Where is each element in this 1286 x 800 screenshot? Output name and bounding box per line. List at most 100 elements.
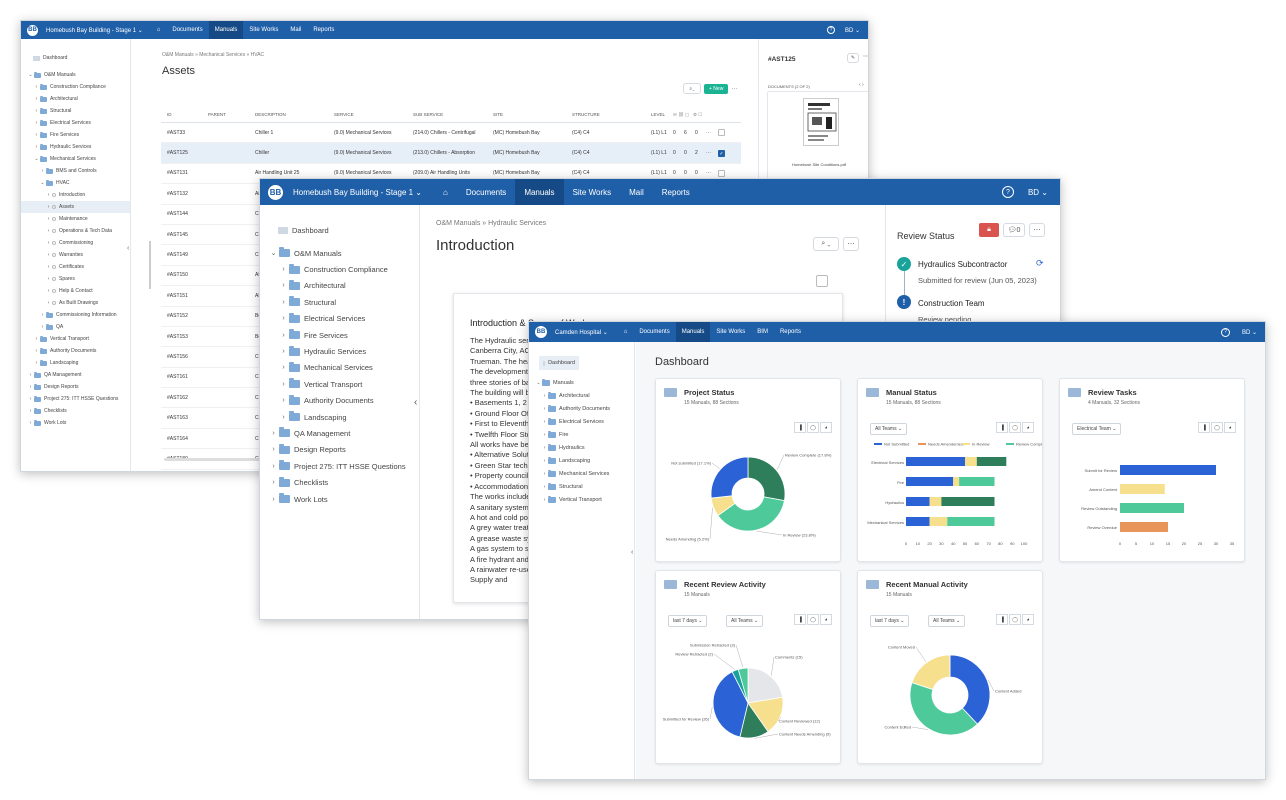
sidebar-item[interactable]: ⌄ O&M Manuals	[21, 69, 130, 81]
chevron-right-icon[interactable]: ›	[282, 364, 285, 372]
chevron-right-icon[interactable]: ›	[29, 372, 32, 378]
donut-chart-icon[interactable]: ◯	[1009, 614, 1021, 625]
search-button[interactable]: ⌕⌄	[683, 83, 701, 94]
sidebar-item[interactable]: › Warranties	[21, 249, 130, 261]
nav-manuals[interactable]: Manuals	[515, 179, 564, 205]
user-menu[interactable]: BD ⌄	[1027, 187, 1048, 197]
sidebar-item[interactable]: › Work Lots	[21, 417, 130, 429]
sidebar-item[interactable]: › Work Lots	[260, 491, 419, 507]
comments-button[interactable]: 💬︎ 0	[1003, 223, 1025, 237]
user-menu[interactable]: BD ⌄	[1241, 329, 1257, 336]
sidebar-item[interactable]: › QA Management	[260, 425, 419, 441]
bar-chart-icon[interactable]: ▐	[794, 422, 806, 433]
chevron-down-icon[interactable]: ⌄	[34, 156, 39, 162]
sidebar-dashboard[interactable]: Dashboard	[539, 356, 579, 370]
chevron-right-icon[interactable]: ›	[47, 252, 50, 258]
sidebar-item[interactable]: › Checklists	[21, 405, 130, 417]
chevron-right-icon[interactable]: ›	[543, 431, 546, 438]
sidebar-item[interactable]: › Mechanical Services	[260, 360, 419, 376]
sidebar-item[interactable]: › Landscaping	[260, 409, 419, 425]
row-checkbox[interactable]	[718, 169, 725, 177]
chevron-right-icon[interactable]: ›	[543, 444, 546, 451]
row-checkbox[interactable]: ✓	[718, 149, 725, 157]
nav-reports[interactable]: Reports	[661, 187, 690, 197]
sidebar-scrollbar[interactable]	[149, 241, 151, 289]
sidebar-item[interactable]: › As Built Drawings	[21, 297, 130, 309]
sidebar-dashboard[interactable]: Dashboard	[21, 51, 130, 65]
pie-chart-icon[interactable]: ◕	[1224, 422, 1236, 433]
chevron-right-icon[interactable]: ›	[272, 446, 275, 454]
sidebar-item[interactable]: › Spares	[21, 273, 130, 285]
col-description[interactable]: DESCRIPTION	[255, 112, 286, 117]
chevron-right-icon[interactable]: ›	[47, 276, 50, 282]
chevron-right-icon[interactable]: ›	[282, 397, 285, 405]
chevron-right-icon[interactable]: ›	[47, 264, 50, 270]
sidebar-item[interactable]: › Architectural	[529, 389, 634, 402]
nav-reports[interactable]: Reports	[313, 27, 335, 33]
chevron-right-icon[interactable]: ›	[282, 380, 285, 388]
chevron-right-icon[interactable]: ›	[543, 496, 546, 503]
bar-chart-icon[interactable]: ▐	[996, 614, 1008, 625]
row-more-icon[interactable]: ⋯	[706, 150, 711, 157]
chevron-right-icon[interactable]: ›	[282, 266, 285, 274]
chevron-right-icon[interactable]: ›	[47, 204, 50, 210]
chevron-right-icon[interactable]: ›	[35, 348, 38, 354]
search-button[interactable]: ⌕ ⌄	[813, 237, 839, 251]
nav-mail[interactable]: Mail	[629, 187, 644, 197]
sidebar-item[interactable]: › Project 275: ITT HSSE Questions	[260, 458, 419, 474]
row-checkbox[interactable]	[718, 129, 725, 137]
home-icon[interactable]: ⌂	[623, 329, 628, 335]
pie-chart-icon[interactable]: ◕	[820, 422, 832, 433]
sidebar-item[interactable]: › BMS and Controls	[21, 165, 130, 177]
bar-chart-icon[interactable]: ▐	[1198, 422, 1210, 433]
sidebar-item[interactable]: › Electrical Services	[21, 117, 130, 129]
sidebar-item[interactable]: ⌄ HVAC	[21, 177, 130, 189]
sidebar-item[interactable]: › Help & Contact	[21, 285, 130, 297]
row-more-icon[interactable]: ⋯	[706, 170, 711, 177]
edit-icon[interactable]: ✎	[847, 53, 859, 63]
period-filter[interactable]: last 7 days ⌄	[668, 615, 708, 627]
sidebar-item[interactable]: › Commissioning Information	[21, 309, 130, 321]
sidebar-item[interactable]: › Project 275: ITT HSSE Questions	[21, 393, 130, 405]
document-card[interactable]: Homebush Site Conditions.pdf	[767, 91, 868, 179]
nav-bim[interactable]: BIM	[757, 329, 768, 335]
chevron-right-icon[interactable]: ›	[47, 216, 50, 222]
col-structure[interactable]: STRUCTURE	[572, 112, 600, 117]
nav-site-works[interactable]: Site Works	[572, 187, 612, 197]
bar-chart-icon[interactable]: ▐	[794, 614, 806, 625]
sidebar-item[interactable]: › Mechanical Services	[529, 467, 634, 480]
sidebar-item[interactable]: › Fire Services	[260, 327, 419, 343]
sidebar-item[interactable]: › Vertical Transport	[21, 333, 130, 345]
collapse-sidebar-icon[interactable]: ‹	[414, 397, 418, 408]
col-id[interactable]: ID	[167, 112, 172, 117]
sidebar-item[interactable]: › Fire	[529, 428, 634, 441]
sidebar-item[interactable]: ⌄ Manuals	[529, 376, 634, 389]
help-icon[interactable]: ?	[1001, 186, 1014, 198]
chevron-right-icon[interactable]: ›	[35, 84, 38, 90]
col-sub-service[interactable]: SUB SERVICE	[413, 112, 444, 117]
pie-chart-icon[interactable]: ◕	[820, 614, 832, 625]
chevron-right-icon[interactable]: ›	[47, 228, 50, 234]
help-icon[interactable]: ?	[1220, 327, 1230, 337]
chevron-right-icon[interactable]: ›	[29, 384, 32, 390]
breadcrumb[interactable]: O&M Manuals » Mechanical Services » HVAC	[162, 52, 265, 58]
project-selector[interactable]: Camden Hospital ⌄	[555, 329, 608, 336]
chevron-right-icon[interactable]: ›	[272, 479, 275, 487]
donut-chart-icon[interactable]: ◯	[1009, 422, 1021, 433]
collapse-sidebar-icon[interactable]: ‹	[127, 245, 130, 252]
chevron-right-icon[interactable]: ›	[543, 392, 546, 399]
chevron-down-icon[interactable]: ⌄	[536, 379, 541, 386]
nav-documents[interactable]: Documents	[172, 27, 203, 33]
sidebar-item[interactable]: › QA Management	[21, 369, 130, 381]
document-name[interactable]: Homebush Site Conditions.pdf	[792, 162, 847, 167]
team-filter[interactable]: Electrical Team ⌄	[1072, 423, 1122, 435]
project-selector[interactable]: Homebush Bay Building - Stage 1 ⌄	[293, 187, 422, 197]
sidebar-item[interactable]: › Structural	[21, 105, 130, 117]
nav-reports[interactable]: Reports	[779, 329, 801, 335]
col-level[interactable]: LEVEL	[651, 112, 666, 117]
donut-chart-icon[interactable]: ◯	[1211, 422, 1223, 433]
team-filter[interactable]: All Teams ⌄	[726, 615, 764, 627]
chevron-down-icon[interactable]: ⌄	[40, 180, 45, 186]
more-button[interactable]: ⋯	[843, 237, 859, 251]
team-filter[interactable]: All Teams ⌄	[870, 423, 908, 435]
